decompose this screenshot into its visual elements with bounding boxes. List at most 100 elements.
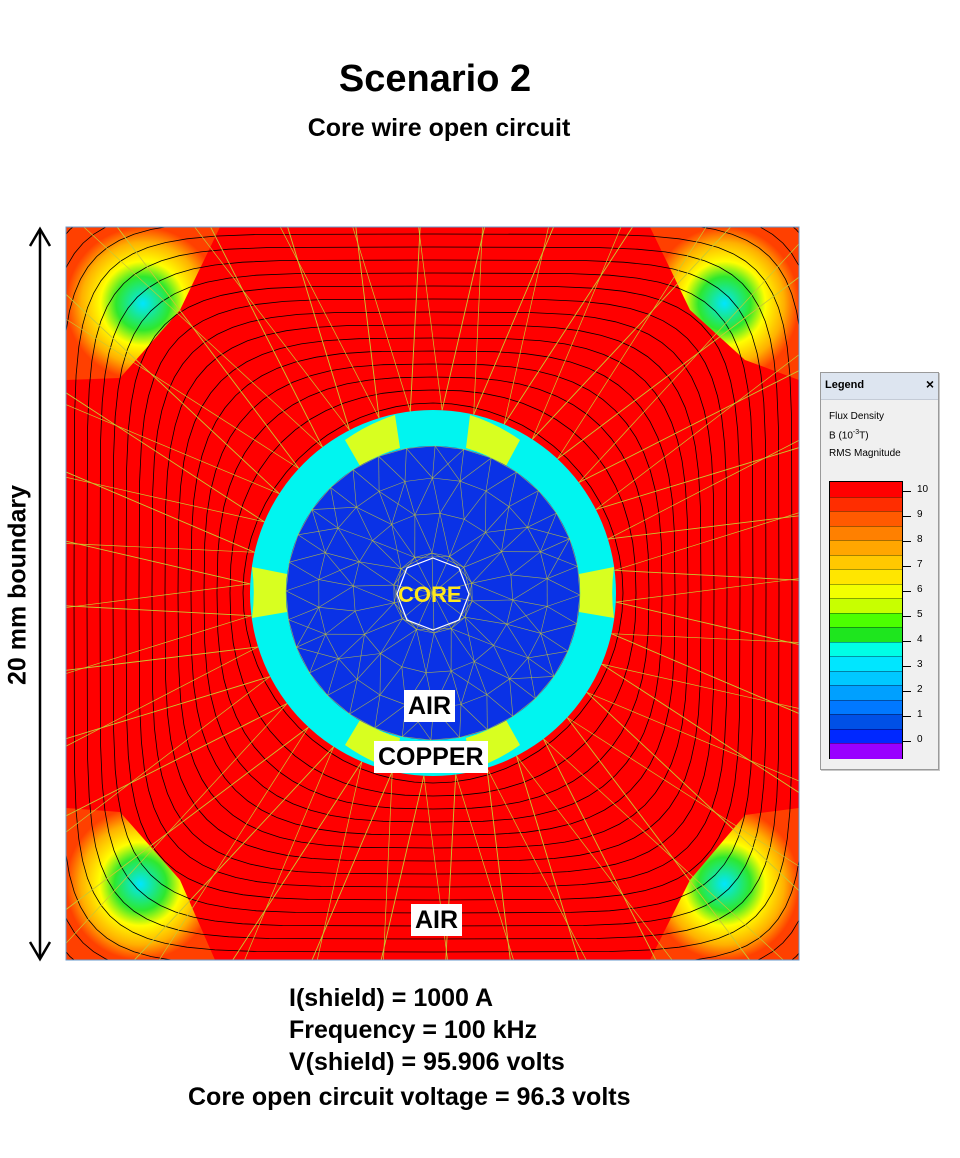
inner-mesh-line: [474, 661, 488, 695]
mesh-line: [543, 738, 657, 960]
legend-tick: 4: [917, 634, 923, 645]
inner-mesh-line: [404, 477, 433, 482]
inner-mesh-line: [318, 579, 354, 587]
inner-mesh-line: [485, 490, 510, 507]
legend-tick: 3: [917, 659, 923, 670]
legend-window[interactable]: Legend × Flux Density B (10-3T) RMS Magn…: [820, 372, 939, 770]
inner-mesh-line: [393, 602, 403, 619]
inner-mesh-line: [540, 633, 569, 652]
mesh-line: [614, 569, 799, 581]
legend-tick: 1: [917, 709, 923, 720]
inner-mesh-line: [431, 552, 450, 557]
inner-mesh-line: [493, 645, 529, 659]
inner-mesh-line: [434, 445, 461, 482]
inner-mesh-line: [338, 634, 365, 659]
inner-mesh-line: [450, 628, 475, 662]
inner-mesh-line: [577, 566, 581, 596]
inner-mesh-line: [463, 490, 487, 520]
inner-mesh-line: [471, 574, 511, 584]
inner-mesh-line: [288, 607, 320, 620]
inner-mesh-line: [553, 651, 569, 677]
inner-mesh-line: [527, 633, 541, 659]
inner-mesh-line: [400, 568, 434, 594]
inner-mesh-line: [359, 561, 394, 586]
flux-contour-line: [73, 233, 793, 953]
inner-mesh-line: [296, 633, 326, 648]
mesh-line: [316, 761, 363, 960]
flux-contour-line: [86, 246, 780, 940]
inner-mesh-line: [439, 481, 461, 514]
inner-mesh-line: [432, 445, 436, 479]
mesh-line: [486, 767, 511, 960]
inner-mesh-line: [451, 616, 466, 629]
inner-mesh-line: [374, 727, 403, 737]
inner-mesh-line: [353, 561, 360, 587]
inner-mesh-line: [546, 578, 581, 596]
legend-color-band: [830, 728, 902, 745]
corner-region-top-left: [66, 227, 220, 380]
legend-titlebar[interactable]: Legend ×: [821, 373, 938, 400]
inner-mesh-line: [538, 490, 557, 514]
close-icon[interactable]: ×: [925, 376, 934, 392]
mesh-line: [503, 227, 549, 425]
inner-mesh-line: [463, 567, 473, 601]
inner-mesh-line: [459, 480, 487, 492]
mesh-line: [566, 717, 799, 867]
inner-mesh-line: [527, 527, 541, 552]
inner-mesh-line: [450, 670, 462, 705]
mesh-line: [516, 755, 673, 960]
inner-mesh-line: [516, 471, 539, 491]
mesh-line: [311, 771, 393, 960]
inner-mesh-line: [318, 607, 356, 612]
inner-mesh-line: [432, 477, 441, 514]
legend-tick-mark: [903, 591, 911, 592]
shield-voltage-readout: V(shield) = 95.906 volts: [289, 1048, 565, 1076]
flux-contour-line: [203, 363, 663, 823]
inner-mesh-line: [527, 490, 539, 528]
legend-tick-mark: [903, 516, 911, 517]
inner-mesh-line: [509, 678, 536, 699]
boundary-dimension-arrow: [28, 226, 52, 962]
inner-mesh-line: [380, 629, 417, 654]
mesh-line: [133, 746, 335, 960]
inner-mesh-line: [450, 670, 488, 695]
core-wire-outline: [396, 557, 470, 631]
legend-color-band: [830, 482, 902, 498]
inner-mesh-line: [425, 632, 435, 673]
copper-label: COPPER: [374, 741, 488, 773]
mesh-line: [355, 227, 380, 419]
inner-mesh-line: [472, 600, 507, 625]
inner-mesh-line: [309, 672, 328, 696]
inner-mesh-line: [509, 678, 514, 717]
mesh-line: [607, 515, 799, 540]
inner-mesh-line: [432, 592, 452, 629]
inner-mesh-line: [285, 579, 319, 592]
inner-mesh-line: [508, 506, 528, 528]
inner-mesh-line: [431, 552, 434, 594]
inner-mesh-line: [400, 557, 415, 570]
legend-tick: 0: [917, 734, 923, 745]
inner-mesh-line: [449, 519, 465, 557]
mesh-line: [66, 476, 265, 523]
inner-mesh-line: [512, 599, 541, 634]
inner-mesh-line: [337, 527, 373, 541]
inner-mesh-line: [379, 653, 381, 696]
inner-mesh-line: [510, 551, 541, 576]
inner-mesh-line: [318, 607, 326, 635]
mesh-line: [352, 227, 411, 412]
inner-mesh-line: [401, 666, 427, 673]
inner-mesh-line: [401, 629, 417, 667]
inner-mesh-line: [501, 527, 528, 552]
inner-mesh-line: [463, 532, 486, 568]
inner-mesh-line: [356, 634, 365, 680]
mesh-line: [586, 691, 799, 892]
inner-mesh-line: [512, 578, 548, 601]
legend-unit-exponent: -3: [852, 429, 860, 436]
inner-mesh-line: [354, 610, 365, 635]
mesh-line: [66, 318, 300, 469]
mesh-line: [595, 354, 799, 510]
inner-mesh-line: [432, 556, 450, 594]
inner-mesh-line: [378, 491, 416, 516]
mesh-line: [287, 227, 350, 431]
